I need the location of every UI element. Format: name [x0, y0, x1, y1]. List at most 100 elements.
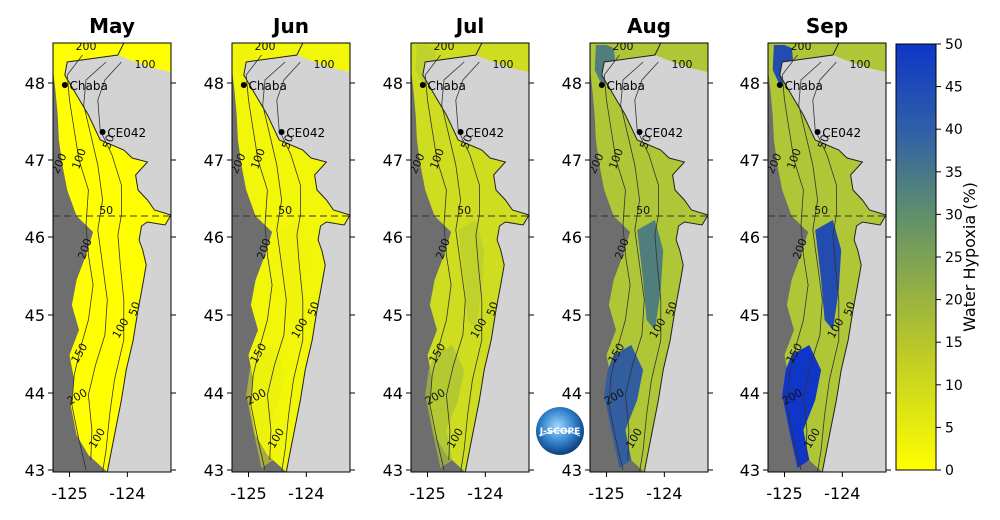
- land-area: [601, 43, 708, 472]
- station-label-ce042: CE042: [644, 126, 683, 140]
- lat-tick-label: 44: [204, 384, 224, 403]
- depth-contour: [66, 54, 94, 471]
- hypoxia-patch: [246, 345, 286, 468]
- hypoxia-patch: [782, 345, 822, 468]
- lat-tick-label: 47: [383, 151, 403, 170]
- strait-shelf: [422, 43, 529, 72]
- contour-label: 50: [663, 300, 680, 318]
- depth-contour: [620, 61, 645, 461]
- land-area: [422, 43, 529, 472]
- depth-contour: [262, 61, 287, 461]
- contour-label: 100: [672, 58, 693, 71]
- station-label-ce042: CE042: [286, 126, 325, 140]
- lat-tick-label: 47: [25, 151, 45, 170]
- station-label-chaba: Chaba: [249, 79, 287, 93]
- shelf-hypoxia-field: [53, 43, 171, 472]
- lon-tick-label: -125: [230, 484, 266, 503]
- lat-tick-label: 45: [204, 306, 224, 325]
- depth-contour: [798, 61, 823, 461]
- colorbar-tick-label: 20: [945, 293, 963, 309]
- hypoxia-patch: [458, 220, 485, 330]
- hypoxia-patch: [637, 220, 664, 330]
- lon-tick-label: -124: [646, 484, 682, 503]
- depth-contour: [781, 54, 809, 471]
- panel-frame: [231, 42, 351, 473]
- station-marker: [636, 129, 643, 135]
- lat-tick-label: 45: [740, 306, 760, 325]
- lat-tick-label: 43: [204, 461, 224, 480]
- hypoxia-patch: [815, 220, 842, 330]
- panel-title: Jul: [454, 14, 485, 38]
- lat-tick-label: 43: [562, 461, 582, 480]
- lat-tick-label: 47: [740, 151, 760, 170]
- strait-shelf: [64, 43, 171, 72]
- depth-contour: [441, 61, 466, 461]
- contour-label: 50: [457, 204, 471, 217]
- depth-contour: [603, 54, 631, 471]
- lat-tick-label: 48: [740, 74, 760, 93]
- lon-tick-label: -125: [766, 484, 802, 503]
- panel-frame: [589, 42, 709, 473]
- strait-shelf: [601, 43, 708, 72]
- contour-label: 50: [484, 300, 501, 318]
- lon-tick-label: -124: [288, 484, 324, 503]
- strait-shelf: [779, 43, 886, 72]
- lat-tick-label: 48: [25, 74, 45, 93]
- station-label-chaba: Chaba: [607, 79, 645, 93]
- lat-tick-label: 46: [204, 228, 224, 247]
- land-area: [243, 43, 350, 472]
- contour-label: 50: [636, 204, 650, 217]
- lat-tick-label: 46: [740, 228, 760, 247]
- contour-label: 100: [135, 58, 156, 71]
- colorbar-tick-label: 35: [945, 165, 963, 181]
- lon-tick-label: -124: [824, 484, 860, 503]
- station-marker: [240, 82, 247, 88]
- lat-tick-label: 45: [25, 306, 45, 325]
- station-marker: [278, 129, 285, 135]
- lon-tick-label: -124: [467, 484, 503, 503]
- contour-label: 50: [305, 300, 322, 318]
- lon-tick-label: -125: [51, 484, 87, 503]
- contour-label: 50: [126, 300, 143, 318]
- lat-tick-label: 45: [562, 306, 582, 325]
- land-area: [779, 43, 886, 472]
- contour-label: 200: [76, 40, 97, 53]
- panel-title: May: [89, 14, 135, 38]
- station-label-chaba: Chaba: [428, 79, 466, 93]
- station-marker: [776, 82, 783, 88]
- contour-label: 100: [850, 58, 871, 71]
- panel-frame: [52, 42, 172, 473]
- station-marker: [99, 129, 106, 135]
- depth-contour: [276, 61, 304, 472]
- station-marker: [419, 82, 426, 88]
- lat-tick-label: 47: [562, 151, 582, 170]
- depth-contour: [455, 61, 483, 472]
- depth-contour: [634, 61, 662, 472]
- contour-label: 200: [434, 40, 455, 53]
- lat-tick-label: 46: [383, 228, 403, 247]
- depth-contour: [83, 61, 108, 461]
- contour-label: 50: [99, 204, 113, 217]
- contour-label: 50: [814, 204, 828, 217]
- colorbar-tick-label: 40: [945, 122, 963, 138]
- contour-label: 50: [278, 204, 292, 217]
- colorbar-tick-label: 45: [945, 80, 963, 96]
- contour-label: 200: [255, 40, 276, 53]
- colorbar-tick-label: 0: [945, 463, 954, 479]
- panel-frame: [767, 42, 887, 473]
- lon-tick-label: -124: [109, 484, 145, 503]
- panel-title: Jun: [271, 14, 309, 38]
- station-marker: [598, 82, 605, 88]
- colorbar-tick-label: 10: [945, 378, 963, 394]
- lat-tick-label: 48: [383, 74, 403, 93]
- lat-tick-label: 47: [204, 151, 224, 170]
- contour-label: 200: [613, 40, 634, 53]
- contour-label: 50: [815, 133, 832, 151]
- lat-tick-label: 44: [383, 384, 403, 403]
- colorbar-tick-label: 15: [945, 335, 963, 351]
